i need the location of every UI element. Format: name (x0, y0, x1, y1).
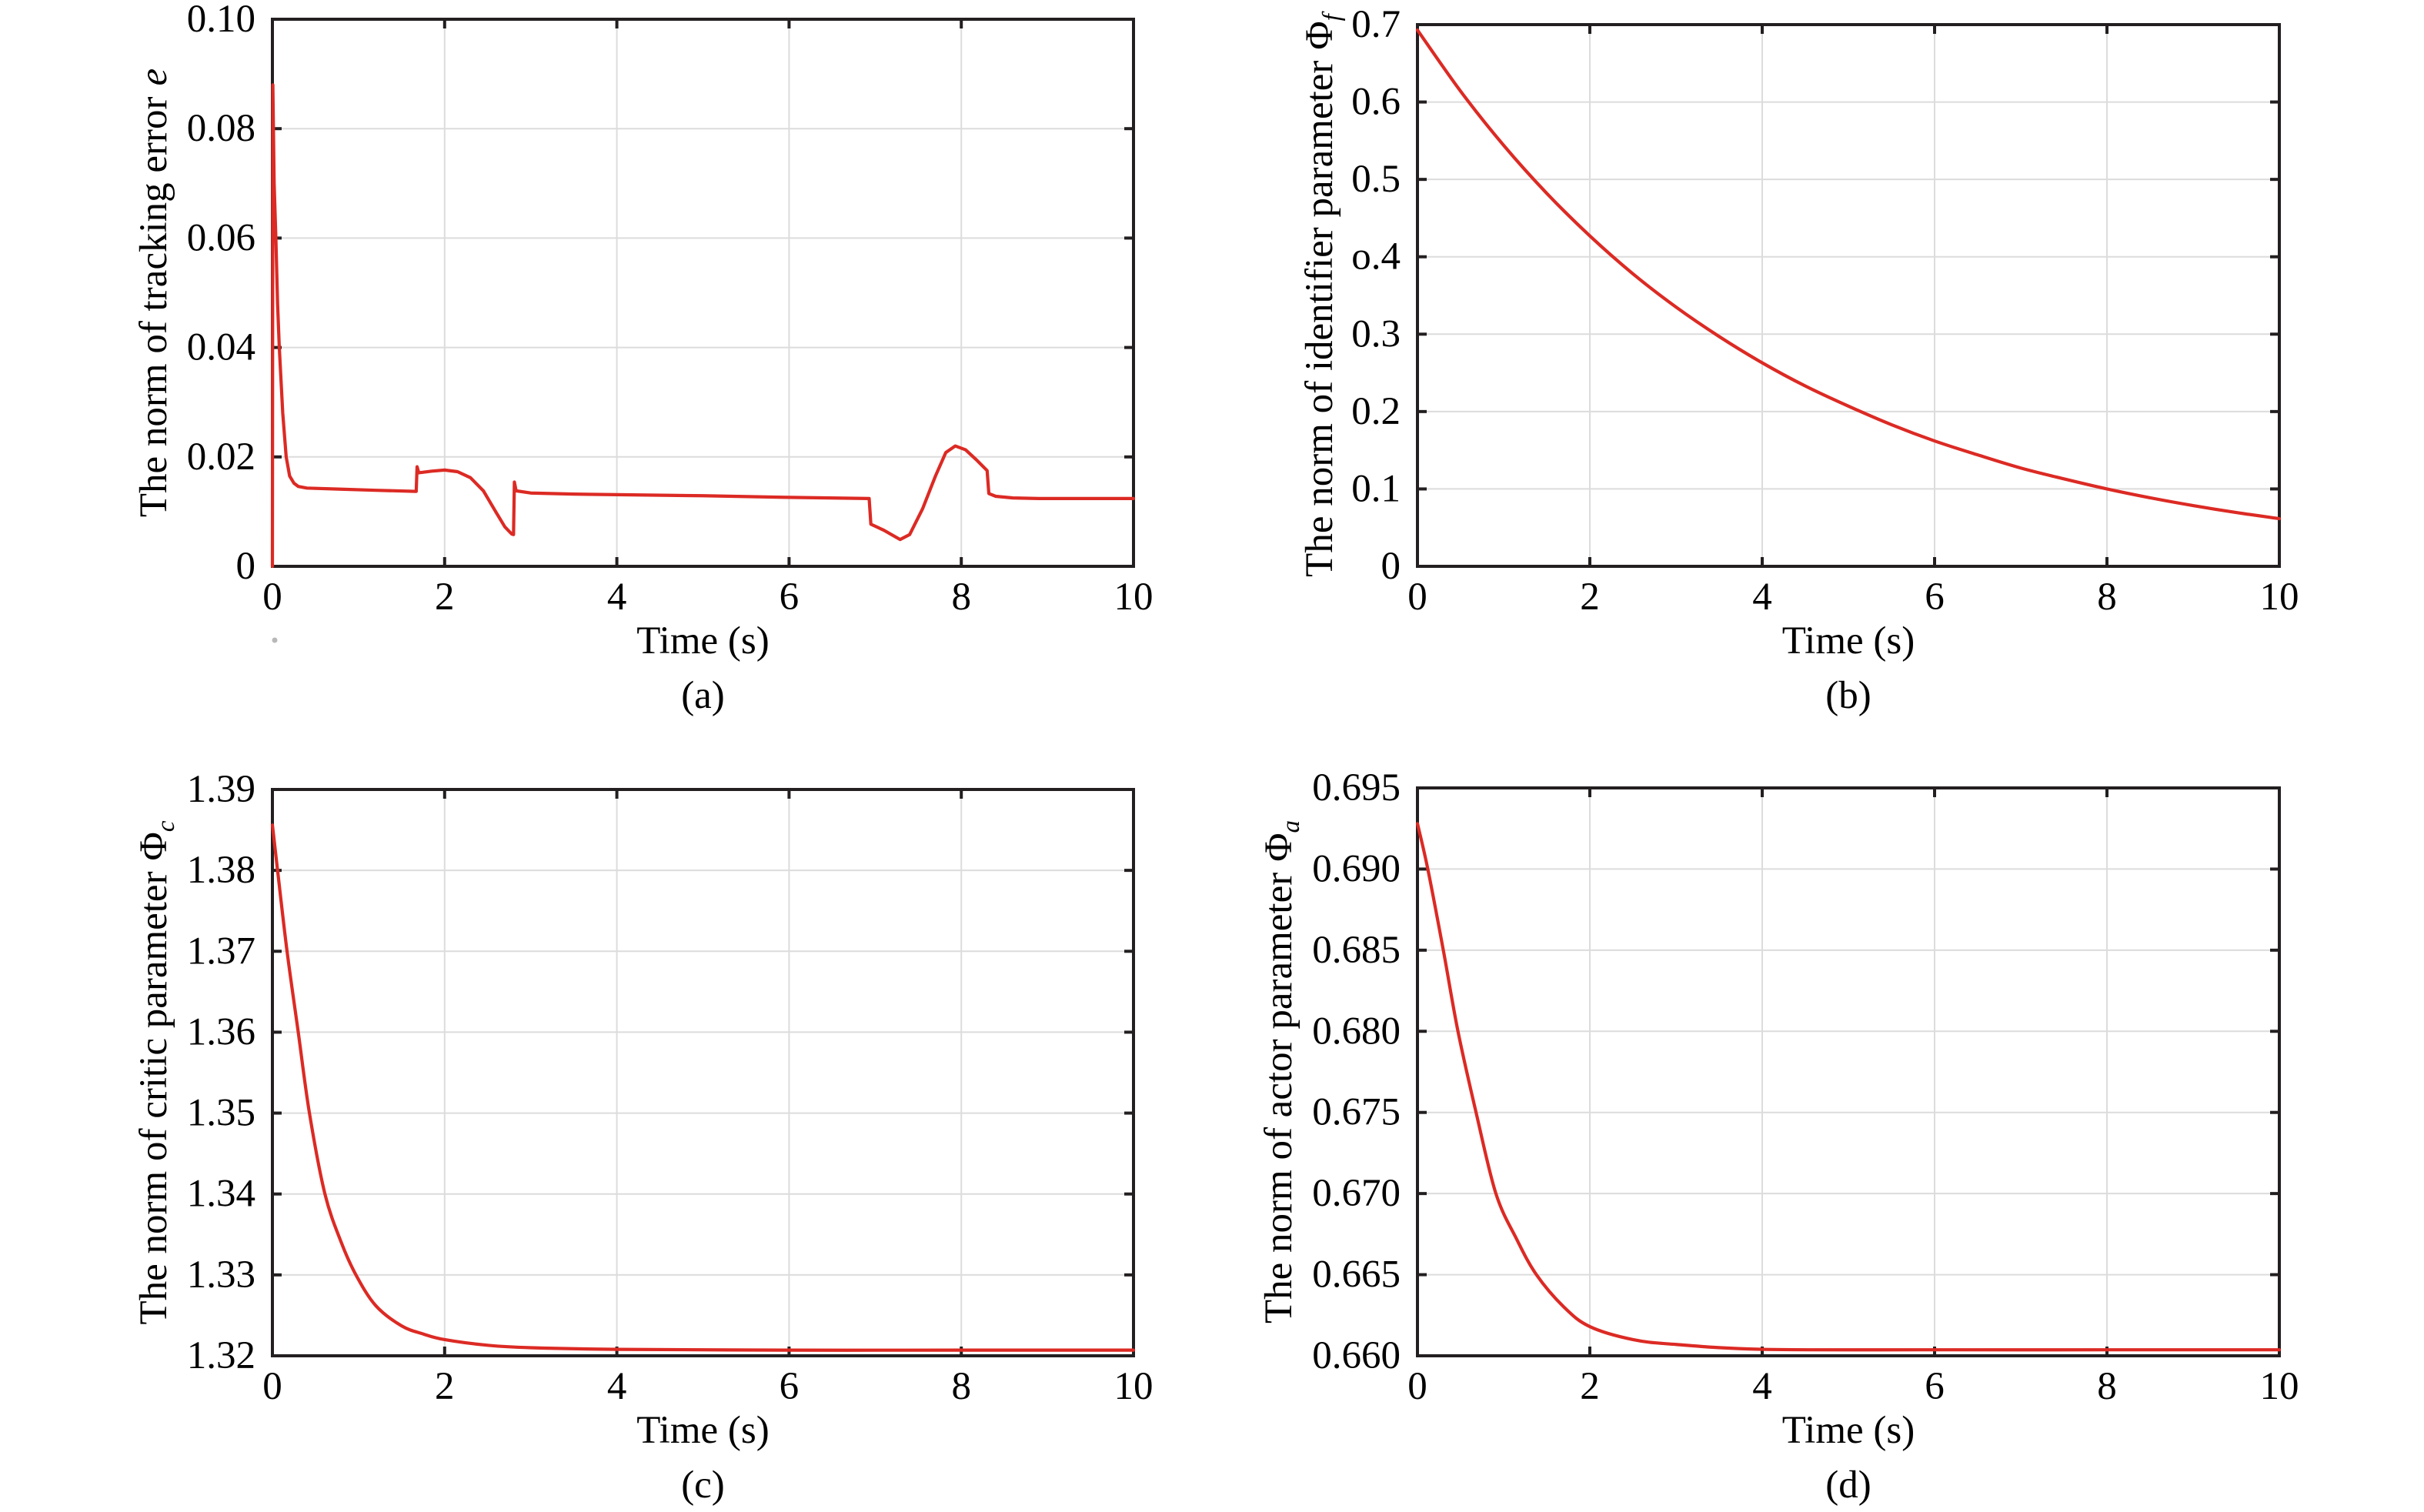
y-tick-label: o.4 (1351, 235, 1401, 279)
y-tick-label: 0.2 (1351, 390, 1401, 433)
x-tick-label: 6 (780, 1365, 800, 1408)
x-tick-label: 2 (435, 576, 455, 619)
x-tick-label: 8 (2097, 1365, 2117, 1408)
series-line (270, 83, 1136, 569)
panel-label: (d) (1825, 1464, 1871, 1507)
y-tick-label: 0.04 (187, 326, 255, 369)
series-line (270, 823, 1136, 1352)
y-tick-label: 0 (1381, 545, 1401, 588)
series-line (1415, 822, 2282, 1352)
y-tick-label: 1.37 (187, 930, 255, 973)
y-tick-label: 0.5 (1351, 158, 1401, 201)
x-tick-label: 10 (2260, 576, 2299, 619)
x-tick-label: 10 (1114, 1365, 1154, 1408)
subplot-c: 0 2 4 6 8 101.321.331.341.351.361.371.381.39T… (132, 768, 1154, 1507)
x-axis-label: Time (s) (636, 1409, 769, 1452)
subplot-b: 0 2 4 6 8 10 0 0.1 0.2 0.3 o.4 0.5 0.6 0.7 Time (s) (b)… (1298, 3, 2299, 717)
panel-label: (c) (681, 1464, 725, 1507)
y-axis-label-text: The norm of actor parameter (1257, 873, 1300, 1323)
y-axis-label: The norm of actor parameter Φa (1257, 820, 1305, 1323)
y-tick-label: 0.02 (187, 436, 255, 479)
y-axis-label-subscript: c (152, 820, 180, 832)
tick-marks (1416, 23, 2281, 568)
y-tick-label: 0.7 (1351, 3, 1401, 46)
x-tick-label: 8 (951, 1365, 971, 1408)
x-tick-label: 4 (607, 1365, 627, 1408)
x-tick-label: 6 (780, 576, 800, 619)
y-tick-label: 1.33 (187, 1253, 255, 1297)
y-tick-label: 0.675 (1312, 1091, 1401, 1134)
y-axis-label-text: The norm of tracking error (132, 97, 175, 518)
x-tick-label: 4 (1752, 1365, 1772, 1408)
grid (272, 19, 1134, 566)
y-tick-label: 0.1 (1351, 467, 1401, 510)
y-tick-label: 0.690 (1312, 847, 1401, 890)
x-tick-label: 0 (262, 576, 282, 619)
y-tick-label: 1.39 (187, 768, 255, 811)
y-tick-label: 1.32 (187, 1334, 255, 1377)
y-tick-label: 0 (236, 545, 256, 588)
y-tick-label: 1.34 (187, 1173, 255, 1216)
x-tick-label: 4 (607, 576, 627, 619)
y-tick-label: 0.06 (187, 216, 255, 259)
x-tick-label: 6 (1925, 1365, 1945, 1408)
y-axis-label: The norm of identifier parameterΦf (1298, 11, 1346, 576)
y-axis-label-text: The norm of critic parameter (132, 871, 175, 1324)
x-axis-label: Time (s) (636, 619, 769, 663)
y-tick-label: 0.660 (1312, 1334, 1401, 1377)
x-tick-label: 2 (435, 1365, 455, 1408)
y-tick-label: 1.35 (187, 1092, 255, 1135)
y-axis-label-symbol: Φ (1257, 833, 1300, 862)
x-tick-label: 6 (1925, 576, 1945, 619)
y-axis-label-text: The norm of identifier parameter (1298, 61, 1341, 577)
x-tick-label: 4 (1752, 576, 1772, 619)
y-tick-label: 0.10 (187, 0, 255, 41)
subplot-d: 0 2 4 6 8 10 0.660 0.665 0.670 0.675 0.680 0.685 0.6… (1257, 766, 2299, 1507)
y-axis-label: The norm of tracking error e (132, 68, 175, 517)
x-tick-label: 10 (2260, 1365, 2299, 1408)
tick-marks (1416, 786, 2281, 1357)
axes-frame (1416, 786, 2281, 1357)
series-line (1415, 28, 2282, 521)
x-tick-label: 10 (1114, 576, 1154, 619)
tick-marks (271, 788, 1135, 1357)
y-tick-label: 1.38 (187, 849, 255, 892)
grid (1417, 788, 2279, 1356)
grid (1417, 25, 2279, 566)
x-tick-label: 0 (1407, 1365, 1427, 1408)
y-axis-label-symbol: Φ (132, 832, 175, 860)
x-tick-label: 0 (1407, 576, 1427, 619)
y-axis-label-subscript: a (1277, 820, 1305, 833)
y-tick-label: 0.680 (1312, 1010, 1401, 1053)
y-tick-label: 0.665 (1312, 1253, 1401, 1297)
y-tick-label: 0.08 (187, 107, 255, 150)
y-tick-label: 1.36 (187, 1010, 255, 1053)
y-axis-label: The norm of critic parameter Φc (132, 820, 180, 1324)
x-axis-label: Time (s) (1782, 1409, 1915, 1452)
y-axis-label-symbol: e (132, 68, 175, 86)
y-tick-label: 0.670 (1312, 1172, 1401, 1215)
x-axis-label: Time (s) (1782, 619, 1915, 663)
grid (272, 789, 1134, 1356)
axes-frame (271, 788, 1135, 1357)
subplot-a: 0 2 4 6 8 10 0 0.02 0.04 0.06 0.08 0.10 Time (s) (a) T… (132, 0, 1154, 717)
x-tick-label: 8 (951, 576, 971, 619)
panel-label: (b) (1825, 674, 1871, 717)
y-axis-label-symbol: Φ (1298, 21, 1341, 49)
axes-frame (1416, 23, 2281, 568)
y-tick-label: 0.3 (1351, 312, 1401, 355)
x-tick-label: 8 (2097, 576, 2117, 619)
y-tick-label: 0.695 (1312, 766, 1401, 809)
x-tick-label: 2 (1580, 576, 1600, 619)
x-tick-label: 2 (1580, 1365, 1600, 1408)
y-tick-label: 0.685 (1312, 929, 1401, 972)
panel-label: (a) (681, 674, 725, 717)
x-tick-label: 0 (262, 1365, 282, 1408)
stray-dot-mark (272, 637, 278, 643)
y-tick-label: 0.6 (1351, 81, 1401, 124)
